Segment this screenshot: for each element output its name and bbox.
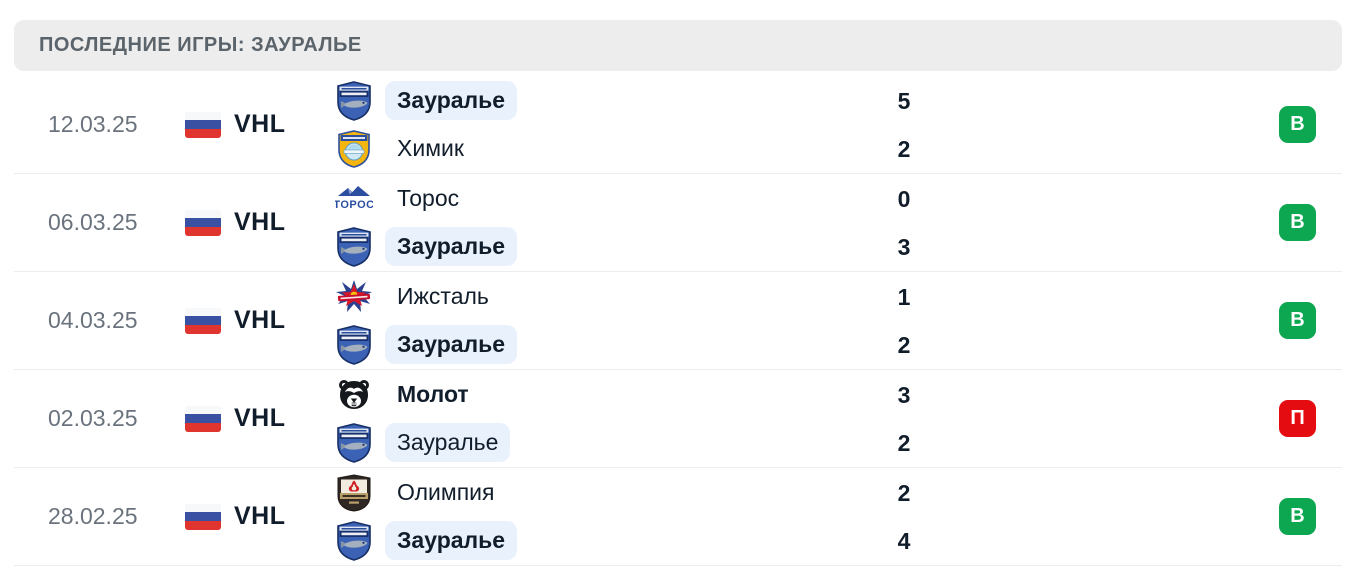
toros-logo: ТОРОС [335,178,373,220]
match-row[interactable]: 02.03.25 VHL Молот [14,370,1342,468]
team-score: 4 [897,527,911,554]
result-cell: В [1279,498,1316,535]
match-date: 04.03.25 [48,307,138,333]
team-name[interactable]: Зауралье [385,521,518,560]
league-label: VHL [234,110,286,138]
team-line: ТОРОС Торос [335,177,864,221]
team-line: Олимпия [335,471,864,515]
league-cell: VHL [185,404,335,433]
team-score: 3 [897,381,911,408]
russia-flag-icon [185,307,221,334]
zauralye-logo [335,226,373,268]
result-badge: П [1279,400,1316,437]
izhstal-logo [335,276,373,318]
score-cell: 5 2 [864,79,944,171]
team-name[interactable]: Зауралье [385,423,511,462]
league-cell: VHL [185,502,335,531]
team-line: Молот [335,373,864,417]
team-name[interactable]: Химик [397,135,464,161]
team-name[interactable]: Зауралье [385,325,518,364]
result-badge: В [1279,302,1316,339]
result-badge: В [1279,498,1316,535]
team-line: Зауралье [335,225,864,269]
match-row[interactable]: 28.02.25 VHL Олимпия [14,468,1342,566]
team-name[interactable]: Молот [397,381,469,407]
league-label: VHL [234,208,286,236]
match-date: 02.03.25 [48,405,138,431]
team-score: 5 [897,87,911,114]
team-score: 1 [897,283,911,310]
teams-cell: Зауралье Химик [335,79,864,171]
team-name[interactable]: Олимпия [397,479,495,505]
match-row[interactable]: 12.03.25 VHL Зауралье Хим [14,76,1342,174]
russia-flag-icon [185,405,221,432]
olimpia-logo [335,472,373,514]
team-score: 2 [897,479,911,506]
team-line: Химик [335,127,864,171]
zauralye-logo [335,520,373,562]
zauralye-logo [335,80,373,122]
team-name[interactable]: Зауралье [385,227,518,266]
team-name[interactable]: Зауралье [385,81,518,120]
match-date: 28.02.25 [48,503,138,529]
result-cell: П [1279,400,1316,437]
league-label: VHL [234,306,286,334]
team-line: Ижсталь [335,275,864,319]
teams-cell: ТОРОС Торос Зауралье [335,177,864,269]
team-line: Зауралье [335,421,864,465]
teams-cell: Ижсталь Зауралье [335,275,864,367]
result-badge: В [1279,106,1316,143]
league-label: VHL [234,502,286,530]
team-line: Зауралье [335,79,864,123]
zauralye-logo [335,324,373,366]
match-date: 12.03.25 [48,111,138,137]
teams-cell: Олимпия Зауралье [335,471,864,563]
widget-header: ПОСЛЕДНИЕ ИГРЫ: ЗАУРАЛЬЕ [14,20,1342,71]
team-line: Зауралье [335,323,864,367]
result-cell: В [1279,106,1316,143]
team-line: Зауралье [335,519,864,563]
league-cell: VHL [185,110,335,139]
team-score: 2 [897,331,911,358]
team-score: 0 [897,185,911,212]
score-cell: 0 3 [864,177,944,269]
league-cell: VHL [185,208,335,237]
widget-title: ПОСЛЕДНИЕ ИГРЫ: ЗАУРАЛЬЕ [39,34,362,56]
zauralye-logo [335,422,373,464]
match-date: 06.03.25 [48,209,138,235]
svg-text:ТОРОС: ТОРОС [335,199,373,211]
team-name[interactable]: Ижсталь [397,283,489,309]
score-cell: 1 2 [864,275,944,367]
team-score: 3 [897,233,911,260]
result-badge: В [1279,204,1316,241]
teams-cell: Молот Зауралье [335,373,864,465]
league-cell: VHL [185,306,335,335]
last-games-widget: ПОСЛЕДНИЕ ИГРЫ: ЗАУРАЛЬЕ 12.03.25 VHL За… [14,20,1342,566]
team-score: 2 [897,429,911,456]
result-cell: В [1279,204,1316,241]
team-name[interactable]: Торос [397,185,460,211]
score-cell: 3 2 [864,373,944,465]
result-cell: В [1279,302,1316,339]
league-label: VHL [234,404,286,432]
russia-flag-icon [185,209,221,236]
score-cell: 2 4 [864,471,944,563]
team-score: 2 [897,135,911,162]
molot-logo [335,374,373,416]
match-row[interactable]: 04.03.25 VHL Ижсталь [14,272,1342,370]
matches-list: 12.03.25 VHL Зауралье Хим [14,76,1342,566]
match-row[interactable]: 06.03.25 VHL ТОРОС Торос Зауралье [14,174,1342,272]
russia-flag-icon [185,503,221,530]
khimik-logo [335,128,373,170]
russia-flag-icon [185,111,221,138]
